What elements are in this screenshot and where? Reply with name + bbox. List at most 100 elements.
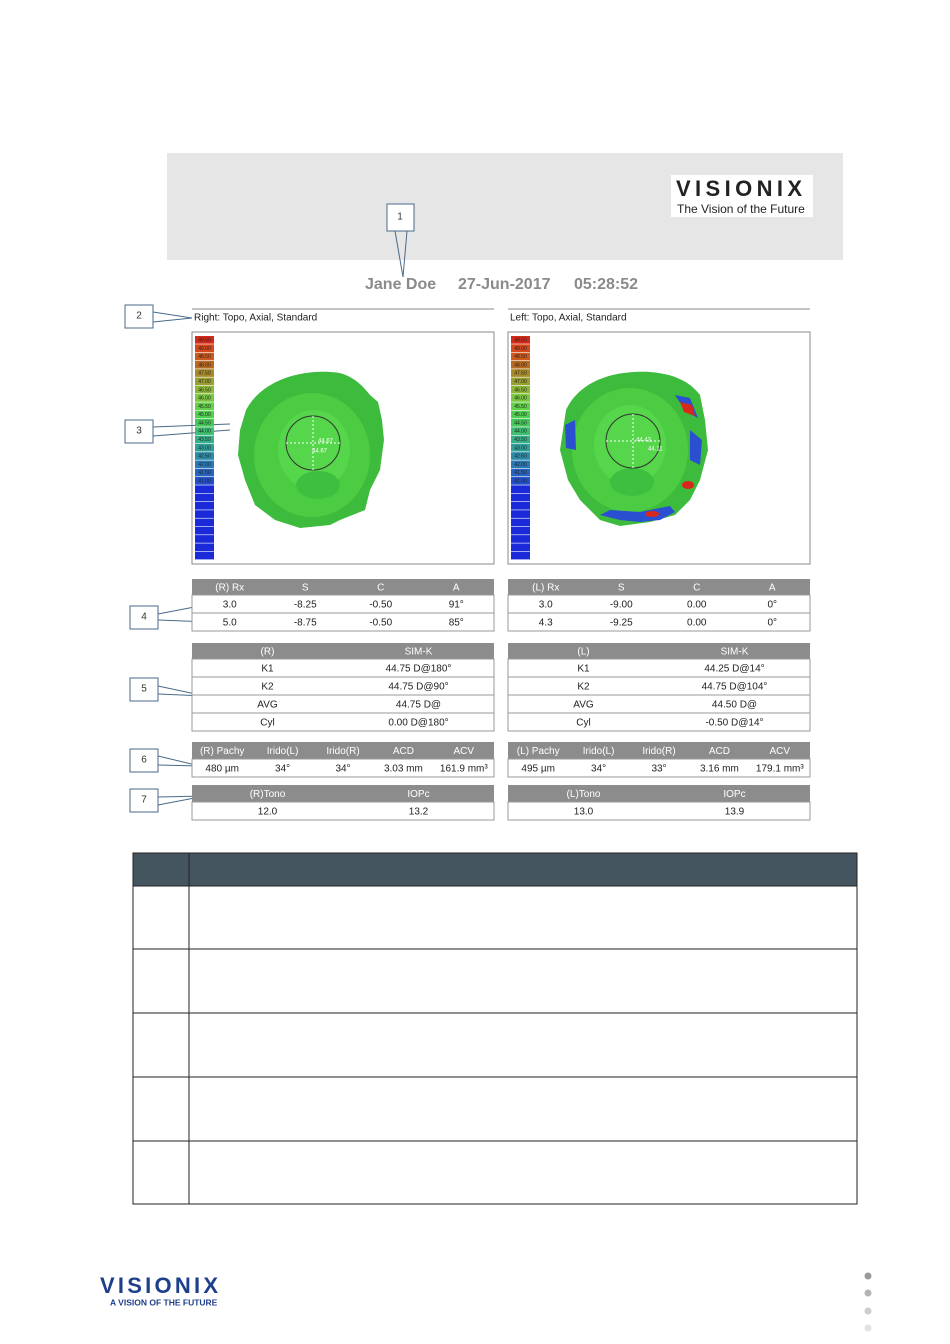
color-swatch: [511, 551, 530, 560]
scale-label: 48.50: [198, 354, 211, 360]
table-cell: 34°: [335, 764, 350, 775]
table-cell: 91°: [449, 600, 464, 611]
scale-label: 41.50: [198, 470, 211, 476]
map-label: 44.67: [318, 439, 334, 445]
scale-label: 49.00: [514, 346, 527, 352]
table-cell: -0.50: [369, 600, 392, 611]
color-swatch: [195, 443, 214, 452]
color-swatch: [511, 369, 530, 377]
column-header: C: [377, 583, 384, 594]
color-swatch: [511, 344, 530, 352]
column-header: S: [302, 583, 309, 594]
scale-label: 47.00: [198, 379, 211, 385]
color-swatch: [511, 493, 530, 502]
scale-label: 44.00: [198, 429, 211, 435]
scale-label: 48.00: [514, 362, 527, 368]
patient-name: Jane Doe: [365, 276, 436, 293]
header-tagline: The Vision of the Future: [677, 202, 805, 216]
table-header: [192, 742, 494, 759]
table-cell: 0.00: [687, 600, 707, 611]
logo-box: [671, 175, 813, 217]
table-row: [507, 694, 811, 714]
table-cell: -0.50 D@14°: [705, 718, 763, 729]
scale-label: 41.50: [514, 470, 527, 476]
page-dot: [864, 1324, 872, 1332]
color-swatch: [195, 352, 214, 361]
color-swatch: [511, 485, 530, 494]
scale-label: 41.00: [198, 479, 211, 485]
map-label: 44.43: [636, 438, 652, 444]
column-header: (L): [577, 647, 589, 658]
callout-number: 7: [141, 795, 147, 806]
callout-number: 1: [397, 212, 403, 223]
scale-label: 43.00: [198, 445, 211, 451]
scale-label: 42.00: [514, 462, 527, 468]
callout: 6: [129, 748, 201, 773]
callout-number: 2: [136, 311, 142, 322]
callout-number: 4: [141, 612, 147, 623]
column-header: Irido(R): [642, 746, 675, 757]
color-swatch: [511, 360, 530, 369]
table-cell: 85°: [449, 618, 464, 629]
table-cell: 3.03 mm: [384, 764, 423, 775]
column-header: ACD: [393, 746, 414, 757]
color-swatch: [195, 493, 214, 502]
table-cell: K1: [261, 664, 274, 675]
table-cell: Cyl: [260, 718, 274, 729]
table-cell: 5.0: [223, 618, 237, 629]
callout-number: 5: [141, 684, 147, 695]
footer-tagline: A VISION OF THE FUTURE: [110, 1297, 218, 1307]
table-cell: 179.1 mm³: [756, 764, 804, 775]
right-map: [238, 371, 384, 528]
table-cell: 0.00: [687, 618, 707, 629]
exam-time: 05:28:52: [574, 276, 638, 293]
scale-label: 41.00: [514, 479, 527, 485]
color-swatch: [195, 369, 214, 377]
column-header: (R): [261, 647, 275, 658]
color-swatch: [511, 543, 530, 552]
column-header: ACD: [709, 746, 730, 757]
color-swatch: [195, 435, 214, 444]
callout: 2: [124, 304, 193, 329]
table-cell: -9.00: [610, 600, 633, 611]
table-row: [191, 694, 495, 714]
table-row: [507, 801, 811, 821]
column-header: (L) Pachy: [517, 746, 560, 757]
color-swatch: [511, 377, 530, 386]
color-swatch: [195, 535, 214, 543]
scale-label: 49.00: [198, 346, 211, 352]
color-swatch: [195, 452, 214, 460]
table-header: [192, 643, 494, 659]
color-swatch: [195, 551, 214, 560]
table-row: [507, 712, 811, 732]
table-cell: K1: [577, 664, 590, 675]
table-cell: 3.0: [223, 600, 237, 611]
table-cell: 44.75 D@180°: [386, 664, 452, 675]
column-header: ACV: [770, 746, 791, 757]
color-swatch: [195, 336, 214, 344]
page-dot: [864, 1289, 872, 1297]
color-swatch: [195, 394, 214, 402]
color-swatch: [195, 477, 214, 485]
color-swatch: [195, 518, 214, 527]
column-header: IOPc: [723, 789, 745, 800]
scale-label: 43.50: [514, 437, 527, 443]
table-row: [191, 712, 495, 732]
legend-table: [132, 852, 858, 1205]
scale-label: 44.00: [514, 429, 527, 435]
table-header: [192, 785, 494, 802]
scale-label: 49.50: [514, 337, 527, 343]
header-logo: VISIONIX: [676, 176, 802, 201]
color-swatch: [195, 485, 214, 494]
column-header: Irido(R): [326, 746, 359, 757]
color-swatch: [195, 402, 214, 411]
color-swatch: [511, 385, 530, 394]
color-swatch: [511, 518, 530, 527]
left-map: [560, 371, 708, 526]
color-swatch: [511, 435, 530, 444]
table-row: [191, 676, 495, 696]
color-swatch: [195, 460, 214, 469]
scale-label: 45.50: [198, 404, 211, 410]
scale-label: 43.50: [198, 437, 211, 443]
table-cell: -0.50: [369, 618, 392, 629]
